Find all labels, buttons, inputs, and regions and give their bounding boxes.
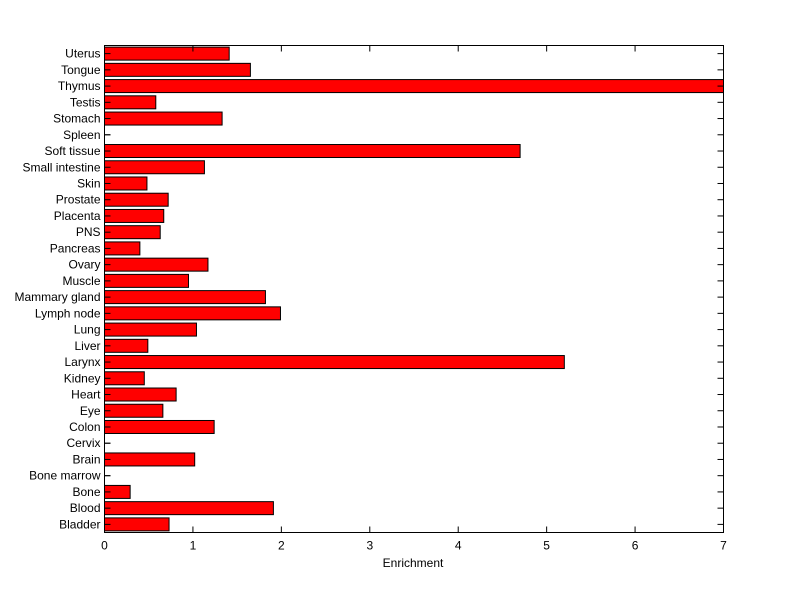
bar-larynx	[104, 355, 565, 370]
y-tick-label: Testis	[70, 95, 101, 109]
y-tick-label: Placenta	[54, 209, 101, 223]
axes-frame	[104, 45, 724, 533]
bar-mammary-gland	[104, 290, 266, 305]
x-tick-label: 6	[632, 539, 639, 553]
bar-lymph-node	[104, 306, 281, 321]
x-tick-label: 5	[543, 539, 550, 553]
y-tick-label: Lymph node	[35, 306, 101, 320]
y-tick-label: Kidney	[64, 371, 101, 385]
y-tick-label: Small intestine	[22, 160, 100, 174]
y-tick-label: Stomach	[53, 112, 100, 126]
x-tick-label: 1	[190, 539, 197, 553]
bar-colon	[104, 419, 215, 434]
bar-blood	[104, 501, 274, 516]
y-tick-label: Bone	[72, 485, 100, 499]
y-tick-label: Heart	[71, 388, 101, 402]
y-tick-label: Cervix	[66, 436, 100, 450]
y-tick-label: Brain	[72, 452, 100, 466]
bar-stomach	[104, 111, 223, 126]
y-tick-label: Colon	[69, 420, 100, 434]
bar-ovary	[104, 257, 209, 272]
y-tick-label: Skin	[77, 176, 100, 190]
bar-soft-tissue	[104, 144, 521, 159]
y-tick-label: Ovary	[68, 258, 100, 272]
x-tick-label: 0	[101, 539, 108, 553]
bar-liver	[104, 338, 149, 353]
y-tick-label: Mammary gland	[14, 290, 100, 304]
bar-pns	[104, 225, 161, 240]
y-tick-label: Spleen	[63, 128, 100, 142]
x-tick-label: 7	[720, 539, 727, 553]
x-tick-label: 2	[278, 539, 285, 553]
bars	[104, 46, 724, 532]
y-axis: Uterus Tongue Thymus Testis Stomach Spleen Sof…	[14, 47, 724, 531]
y-tick-label: Larynx	[64, 355, 100, 369]
bar-brain	[104, 452, 196, 467]
x-tick-label: 3	[366, 539, 373, 553]
bar-prostate	[104, 192, 169, 207]
y-tick-label: Thymus	[58, 79, 101, 93]
y-tick-label: Eye	[80, 404, 101, 418]
bar-muscle	[104, 273, 190, 288]
y-tick-label: Blood	[70, 501, 101, 515]
y-tick-label: Pancreas	[50, 241, 101, 255]
bar-uterus	[104, 46, 230, 61]
y-tick-label: Uterus	[65, 47, 100, 61]
y-tick-label: Bladder	[59, 517, 100, 531]
x-axis-label: Enrichment	[383, 556, 444, 570]
bar-thymus	[104, 79, 724, 94]
y-tick-label: Tongue	[61, 63, 101, 77]
bar-bladder	[104, 517, 170, 532]
y-tick-label: PNS	[76, 225, 101, 239]
x-tick-label: 4	[455, 539, 462, 553]
y-tick-label: Bone marrow	[29, 469, 101, 483]
y-tick-label: Liver	[74, 339, 100, 353]
bar-eye	[104, 403, 164, 418]
y-tick-label: Prostate	[56, 193, 101, 207]
bar-tongue	[104, 62, 251, 77]
bar-testis	[104, 95, 157, 110]
bar-skin	[104, 176, 148, 191]
bar-lung	[104, 322, 197, 337]
bar-small-intestine	[104, 160, 205, 175]
bar-placenta	[104, 208, 165, 223]
y-tick-label: Soft tissue	[44, 144, 100, 158]
bar-heart	[104, 387, 177, 402]
y-tick-label: Lung	[74, 323, 101, 337]
y-tick-label: Muscle	[62, 274, 100, 288]
